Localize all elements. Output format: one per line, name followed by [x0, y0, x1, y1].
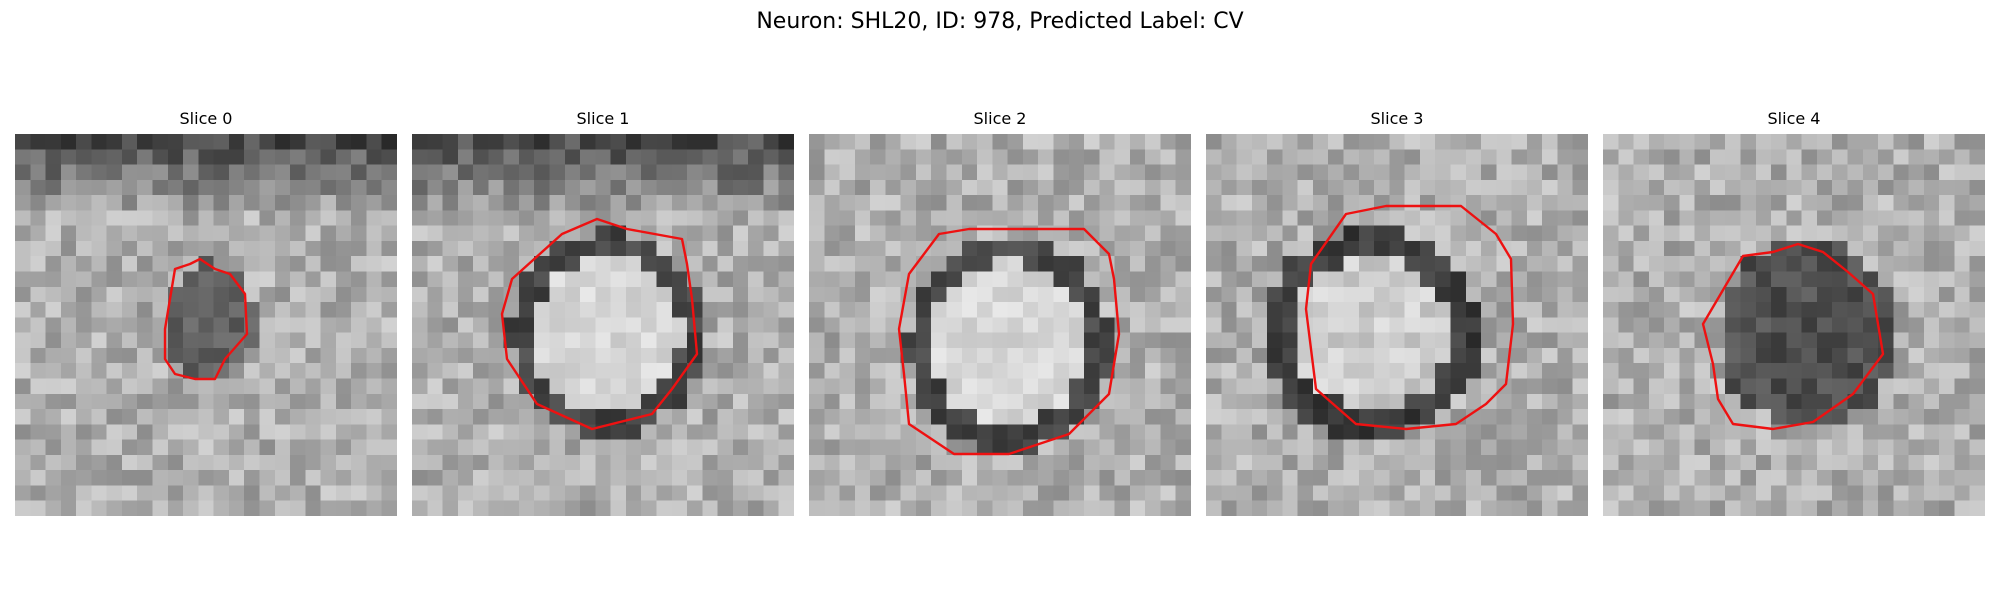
slice-image-2: [809, 134, 1191, 516]
slice-title: Slice 1: [576, 109, 630, 128]
slice-image-1: [412, 134, 794, 516]
slice-title: Slice 3: [1370, 109, 1424, 128]
slice-panel-1: Slice 1: [412, 108, 794, 520]
neuron-contour: [1701, 242, 1885, 431]
slice-image-4: [1603, 134, 1985, 516]
slice-title: Slice 0: [179, 109, 233, 128]
neuron-contour: [897, 227, 1121, 456]
pixel-grid: [1206, 134, 1588, 516]
figure-title: Neuron: SHL20, ID: 978, Predicted Label:…: [756, 9, 1244, 34]
pixel-grid: [412, 134, 794, 516]
slice-image-0: [15, 134, 397, 516]
neuron-contour: [1304, 204, 1515, 431]
pixel-grid: [1603, 134, 1985, 516]
neuron-contour: [500, 217, 699, 431]
neuron-contour: [163, 257, 249, 381]
slice-image-3: [1206, 134, 1588, 516]
slice-panel-4: Slice 4: [1603, 108, 1985, 520]
slice-panel-0: Slice 0: [15, 108, 397, 520]
slice-title: Slice 4: [1767, 109, 1821, 128]
slice-panel-2: Slice 2: [809, 108, 1191, 520]
pixel-grid: [809, 134, 1191, 516]
pixel-grid: [15, 134, 397, 516]
slice-title: Slice 2: [973, 109, 1027, 128]
slice-panel-3: Slice 3: [1206, 108, 1588, 520]
